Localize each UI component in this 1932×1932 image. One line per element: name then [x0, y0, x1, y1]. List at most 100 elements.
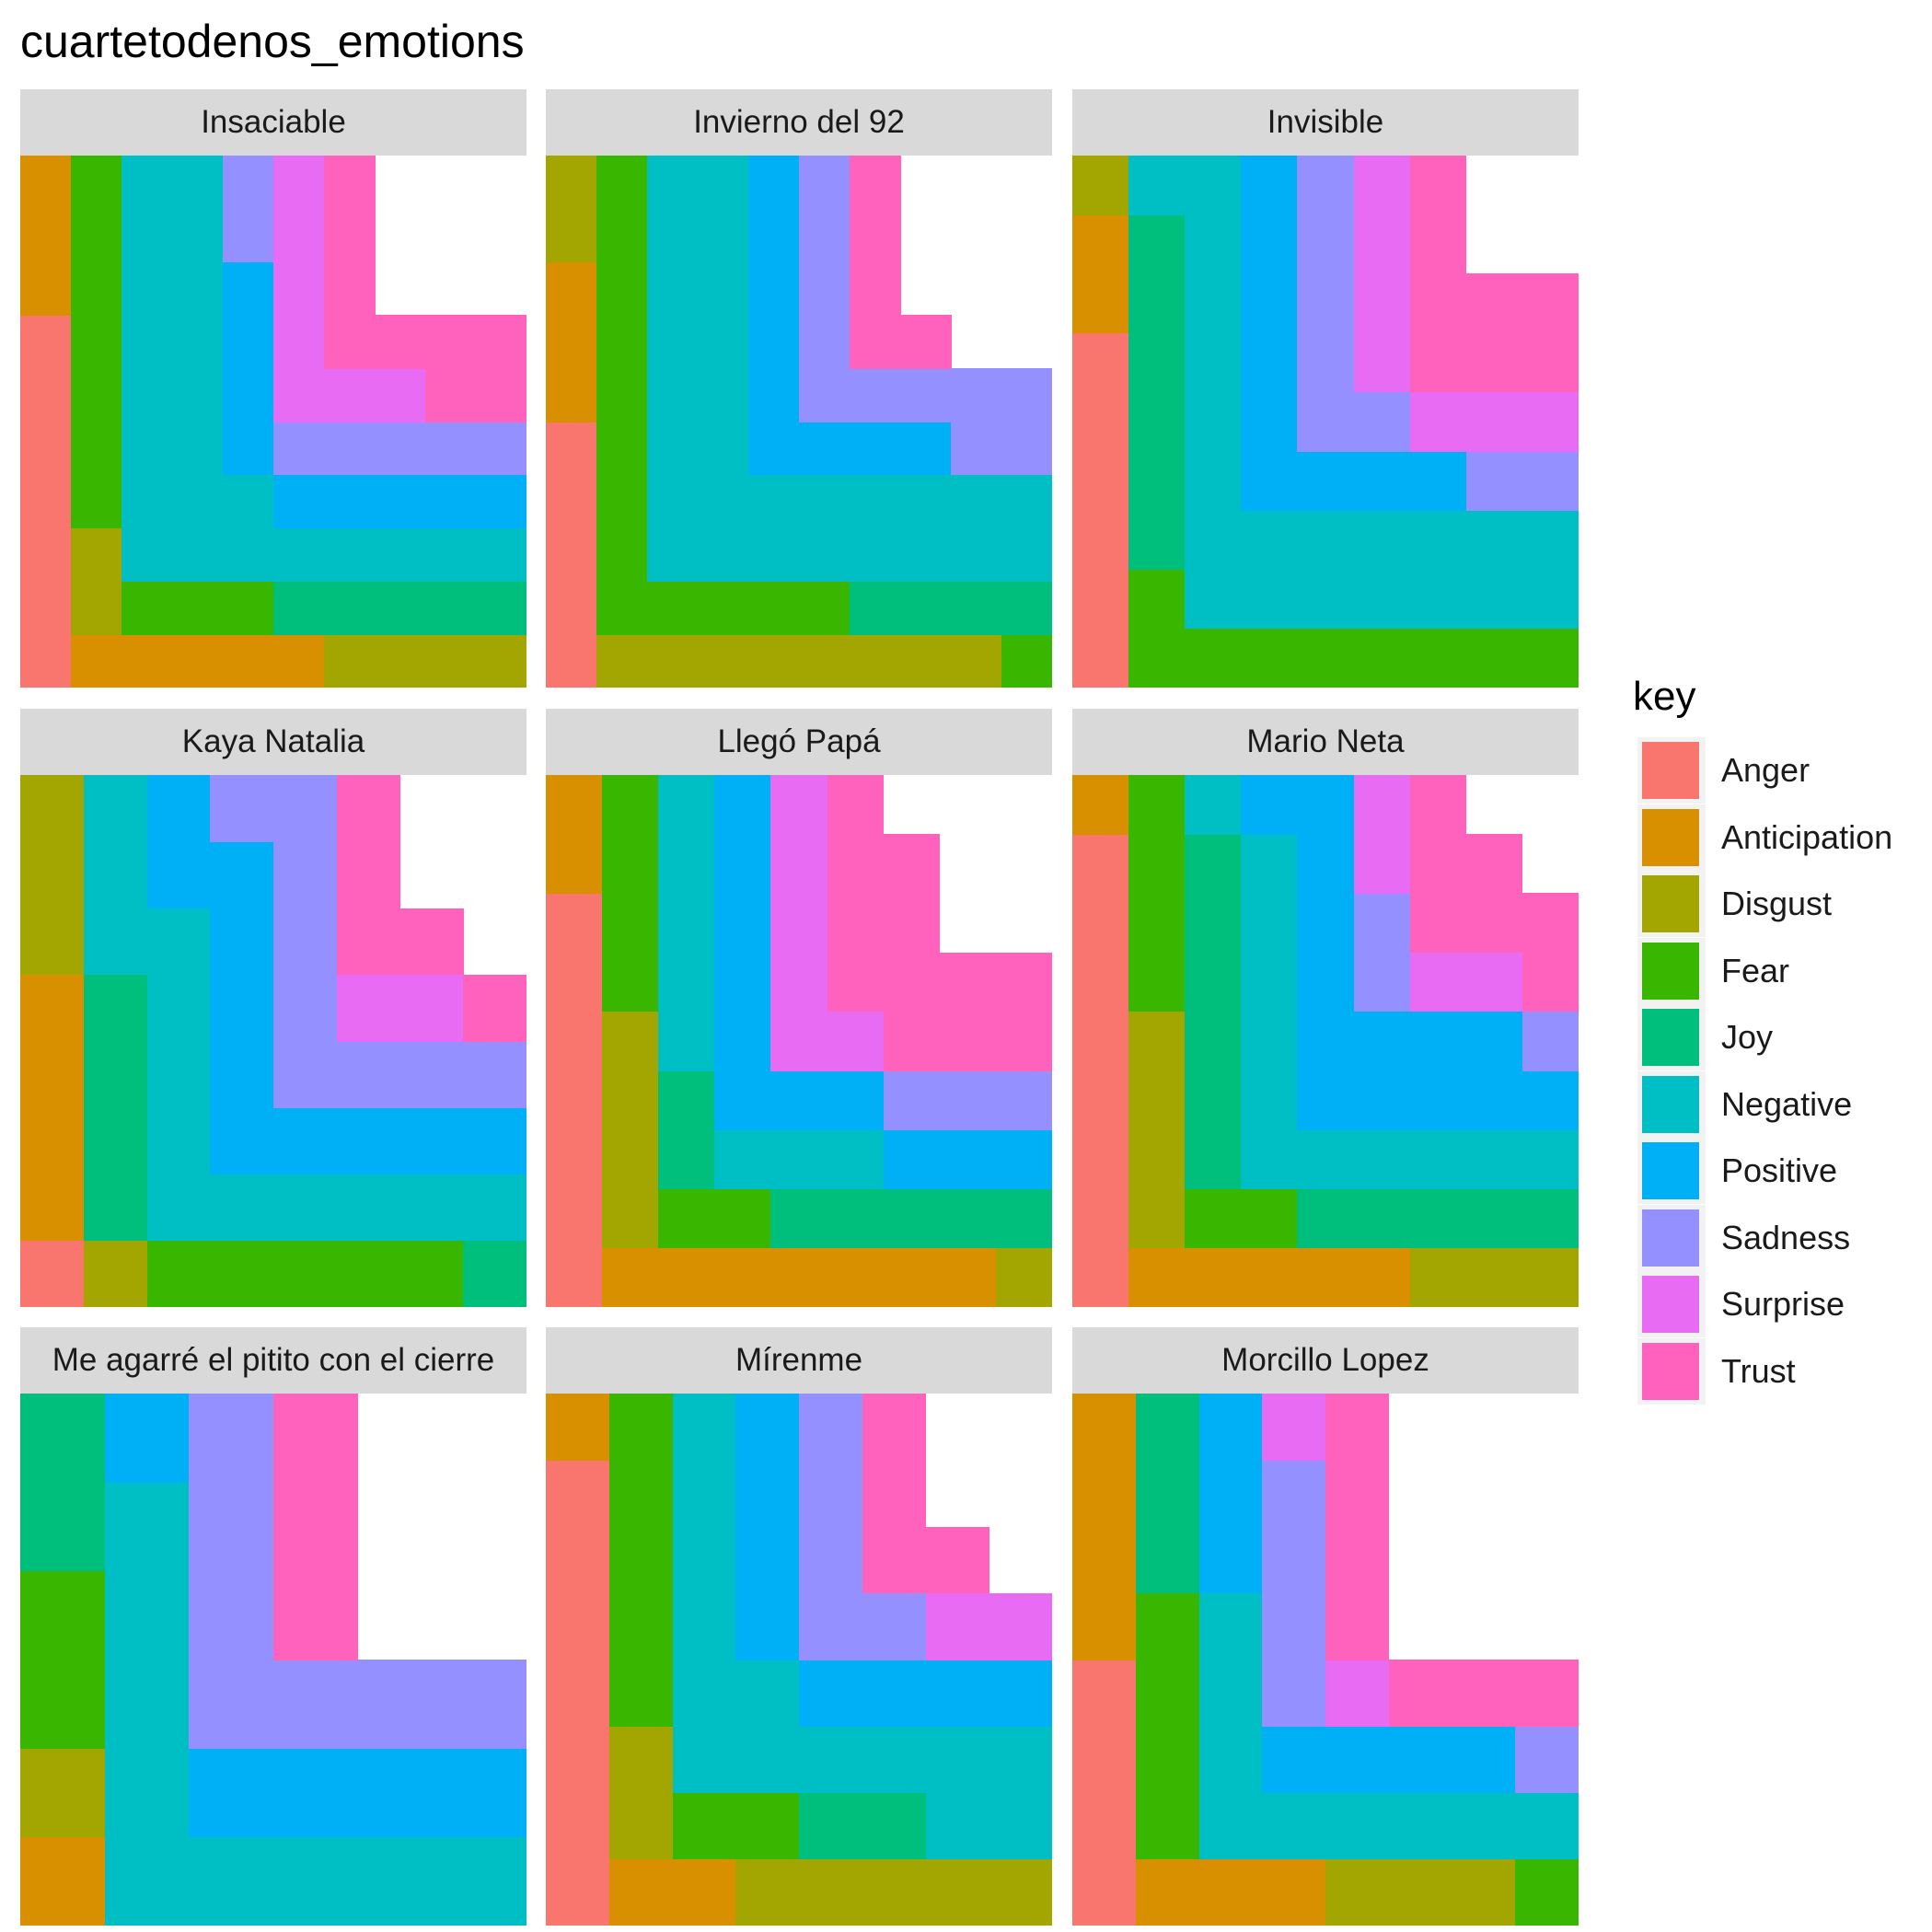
waffle-cell [900, 474, 952, 529]
waffle-cell [71, 527, 122, 582]
waffle-cell [189, 1482, 274, 1572]
waffle-cell [223, 422, 274, 476]
waffle-cell [1198, 1394, 1263, 1461]
waffle-cell [357, 1660, 443, 1749]
waffle-cell [546, 834, 603, 895]
waffle-cell [1297, 893, 1355, 954]
waffle-cell [1353, 451, 1411, 511]
waffle-cell [900, 315, 952, 369]
waffle-cell [1135, 1660, 1200, 1727]
waffle-cell [1465, 952, 1523, 1012]
waffle-cell [602, 952, 659, 1012]
waffle-cell [1515, 1660, 1579, 1727]
waffle-cell [121, 581, 173, 635]
waffle-cell [647, 634, 699, 688]
legend-key [1637, 871, 1706, 937]
waffle-cell [883, 834, 941, 895]
waffle-cell [20, 1836, 106, 1926]
waffle-cell [273, 1240, 338, 1307]
waffle-cell [951, 581, 1002, 635]
waffle-cell [71, 156, 122, 210]
waffle-cell [1409, 510, 1467, 571]
waffle-cell [1465, 1129, 1523, 1190]
waffle-cell [1185, 391, 1242, 452]
waffle-cell [748, 527, 800, 582]
waffle-cell [1185, 1247, 1242, 1307]
waffle-cell [1515, 1792, 1579, 1860]
waffle-cell [862, 1526, 927, 1594]
waffle-cell [476, 315, 526, 369]
waffle-cell [121, 208, 173, 263]
waffle-cell [1465, 569, 1523, 630]
waffle-cell [995, 952, 1052, 1012]
waffle-cell [658, 893, 715, 954]
waffle-cell [546, 1460, 610, 1528]
waffle-cell [1001, 422, 1052, 476]
waffle-cell [273, 422, 325, 476]
waffle-cell [925, 1726, 989, 1794]
waffle-cell [748, 208, 800, 263]
waffle-cell [1072, 1592, 1137, 1660]
waffle-cell [273, 474, 325, 529]
waffle-cell [121, 634, 173, 688]
waffle-cell [324, 261, 376, 316]
waffle-cell [20, 1482, 106, 1572]
waffle-cell [1521, 391, 1579, 452]
waffle-cell [546, 1011, 603, 1071]
waffle-cell [1262, 1526, 1326, 1594]
waffle-cell [951, 422, 1002, 476]
waffle-cell [1185, 273, 1242, 334]
waffle-cell [862, 1660, 927, 1727]
waffle-cell [273, 156, 325, 210]
waffle-cell [602, 1129, 659, 1190]
waffle-cell [989, 1660, 1052, 1727]
legend-key [1637, 1004, 1706, 1070]
facet-panel: Invierno del 92 [546, 89, 1052, 688]
waffle-cell [1262, 1394, 1326, 1461]
waffle-cell [1198, 1460, 1263, 1528]
waffle-cell [900, 368, 952, 422]
waffle-cell [1185, 1011, 1242, 1071]
waffle-cell [1325, 1792, 1390, 1860]
waffle-cell [1409, 1188, 1467, 1249]
waffle-cell [862, 1792, 927, 1860]
waffle-cell [748, 156, 800, 210]
waffle-cell [463, 1107, 526, 1175]
waffle-cell [602, 775, 659, 835]
waffle-cell [223, 315, 274, 369]
waffle-cell [850, 422, 901, 476]
waffle-cell [1072, 1247, 1129, 1307]
waffle-cell [546, 634, 597, 688]
waffle-cell [1353, 1188, 1411, 1249]
waffle-cell [799, 422, 850, 476]
waffle-cell [770, 1011, 828, 1071]
waffle-cell [1185, 834, 1242, 895]
waffle-cell [1241, 628, 1299, 688]
waffle-cell [672, 1858, 736, 1926]
waffle-cell [463, 1041, 526, 1108]
waffle-cell [83, 1107, 148, 1175]
waffle-cell [1353, 214, 1411, 275]
waffle-cell [1515, 1726, 1579, 1794]
waffle-cell [799, 1792, 863, 1860]
waffle-plot [20, 775, 526, 1307]
waffle-cell [672, 1592, 736, 1660]
waffle-cell [20, 315, 72, 369]
waffle-cell [1128, 1129, 1186, 1190]
waffle-cell [647, 261, 699, 316]
waffle-cell [121, 422, 173, 476]
waffle-cell [172, 581, 224, 635]
waffle-cell [1072, 893, 1129, 954]
waffle-plot [546, 1394, 1052, 1926]
waffle-cell [71, 315, 122, 369]
waffle-cell [1072, 1460, 1137, 1528]
waffle-cell [1001, 527, 1052, 582]
waffle-cell [71, 368, 122, 422]
waffle-cell [658, 1188, 715, 1249]
waffle-cell [546, 315, 597, 369]
waffle-cell [900, 527, 952, 582]
waffle-cell [1241, 1247, 1299, 1307]
waffle-cell [1409, 391, 1467, 452]
waffle-cell [608, 1858, 674, 1926]
waffle-cell [104, 1836, 190, 1926]
